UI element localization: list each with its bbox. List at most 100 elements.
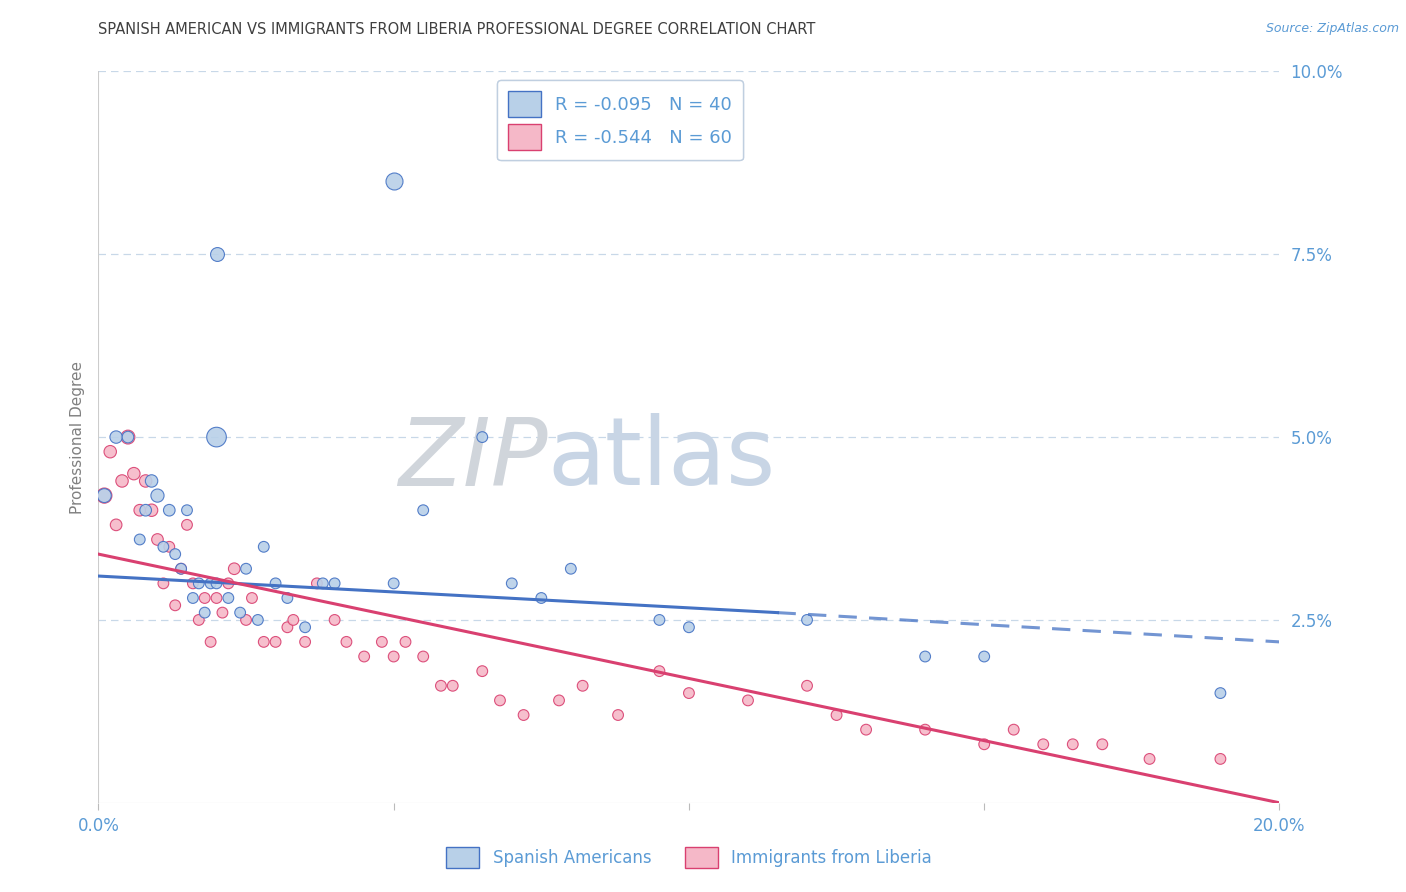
Point	[973, 649, 995, 664]
Point	[146, 489, 169, 503]
Point	[796, 679, 818, 693]
Point	[571, 679, 593, 693]
Point	[1002, 723, 1025, 737]
Point	[235, 613, 257, 627]
Point	[276, 620, 298, 634]
Point	[122, 467, 145, 481]
Point	[93, 489, 115, 503]
Point	[111, 474, 134, 488]
Point	[235, 562, 257, 576]
Point	[441, 679, 464, 693]
Point	[181, 576, 204, 591]
Point	[276, 591, 298, 605]
Point	[312, 576, 335, 591]
Point	[105, 430, 128, 444]
Point	[181, 591, 204, 605]
Point	[305, 576, 328, 591]
Point	[430, 679, 453, 693]
Point	[205, 247, 228, 261]
Point	[607, 708, 630, 723]
Point	[217, 591, 239, 605]
Point	[530, 591, 553, 605]
Point	[200, 635, 222, 649]
Point	[548, 693, 571, 707]
Point	[335, 635, 357, 649]
Point	[105, 517, 128, 532]
Point	[117, 430, 139, 444]
Point	[294, 620, 316, 634]
Point	[246, 613, 269, 627]
Point	[141, 503, 163, 517]
Point	[128, 503, 150, 517]
Point	[152, 576, 174, 591]
Point	[371, 635, 394, 649]
Text: ZIP: ZIP	[398, 414, 547, 505]
Legend: R = -0.095   N = 40, R = -0.544   N = 60: R = -0.095 N = 40, R = -0.544 N = 60	[498, 80, 742, 161]
Y-axis label: Professional Degree: Professional Degree	[69, 360, 84, 514]
Point	[1062, 737, 1084, 751]
Point	[253, 540, 276, 554]
Point	[152, 540, 174, 554]
Point	[170, 562, 193, 576]
Point	[323, 613, 346, 627]
Point	[200, 576, 222, 591]
Point	[117, 430, 139, 444]
Point	[501, 576, 523, 591]
Point	[264, 635, 287, 649]
Point	[157, 540, 180, 554]
Point	[382, 576, 405, 591]
Point	[211, 606, 233, 620]
Point	[914, 649, 936, 664]
Point	[394, 635, 416, 649]
Point	[382, 649, 405, 664]
Point	[224, 562, 246, 576]
Point	[135, 474, 157, 488]
Point	[1139, 752, 1161, 766]
Point	[678, 686, 700, 700]
Point	[412, 649, 434, 664]
Point	[240, 591, 263, 605]
Point	[205, 591, 228, 605]
Point	[135, 503, 157, 517]
Text: Source: ZipAtlas.com: Source: ZipAtlas.com	[1265, 22, 1399, 36]
Point	[187, 613, 209, 627]
Point	[128, 533, 150, 547]
Point	[648, 664, 671, 678]
Point	[560, 562, 582, 576]
Point	[157, 503, 180, 517]
Point	[165, 547, 187, 561]
Point	[973, 737, 995, 751]
Point	[283, 613, 305, 627]
Point	[412, 503, 434, 517]
Point	[187, 576, 209, 591]
Point	[1209, 686, 1232, 700]
Point	[146, 533, 169, 547]
Point	[678, 620, 700, 634]
Point	[229, 606, 252, 620]
Point	[796, 613, 818, 627]
Point	[217, 576, 239, 591]
Point	[1209, 752, 1232, 766]
Point	[176, 503, 198, 517]
Point	[1032, 737, 1054, 751]
Point	[264, 576, 287, 591]
Point	[93, 489, 115, 503]
Point	[512, 708, 534, 723]
Point	[205, 576, 228, 591]
Point	[1091, 737, 1114, 751]
Point	[737, 693, 759, 707]
Point	[323, 576, 346, 591]
Point	[353, 649, 375, 664]
Point	[471, 664, 494, 678]
Point	[382, 174, 405, 188]
Point	[98, 444, 121, 458]
Point	[253, 635, 276, 649]
Point	[205, 430, 228, 444]
Point	[165, 599, 187, 613]
Text: SPANISH AMERICAN VS IMMIGRANTS FROM LIBERIA PROFESSIONAL DEGREE CORRELATION CHAR: SPANISH AMERICAN VS IMMIGRANTS FROM LIBE…	[98, 22, 815, 37]
Point	[294, 635, 316, 649]
Point	[194, 591, 217, 605]
Point	[170, 562, 193, 576]
Point	[194, 606, 217, 620]
Point	[914, 723, 936, 737]
